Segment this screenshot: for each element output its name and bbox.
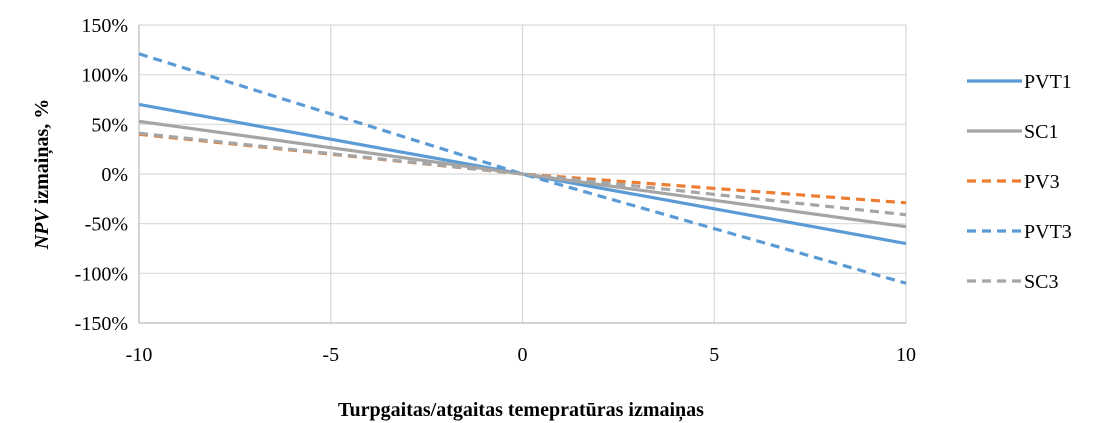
- series-line-sc1: [138, 119, 907, 229]
- grid: [138, 24, 907, 324]
- y-axis-title-rest: izmaiņas, %: [31, 99, 54, 210]
- legend-label-sc1: SC1: [1024, 121, 1058, 143]
- legend-label-pvt3: PVT3: [1024, 221, 1072, 243]
- y-axis-title-italic: NPV: [31, 208, 53, 251]
- y-tick-label: 150%: [81, 15, 128, 37]
- y-tick-label: 50%: [91, 114, 128, 136]
- x-tick-label: 5: [709, 344, 719, 366]
- tick-labels: -150% -100% -50% 0% 50% 100% 150% -10 -5 0 5 10: [75, 15, 916, 366]
- y-tick-label: -50%: [85, 214, 128, 236]
- legend-label-sc3: SC3: [1024, 271, 1058, 293]
- y-tick-label: -100%: [75, 263, 128, 285]
- series-lines: [138, 52, 907, 285]
- legend-label-pv3: PV3: [1024, 171, 1060, 193]
- legend: PVT1 SC1 PV3 PVT3 SC3: [967, 71, 1072, 293]
- x-tick-label: 0: [518, 344, 528, 366]
- series-line-pvt3: [138, 52, 907, 285]
- x-tick-label: 10: [896, 344, 916, 366]
- y-axis-title: NPV izmaiņas, %: [31, 99, 54, 251]
- x-axis-title: Turpgaitas/atgaitas temepratūras izmaiņa…: [338, 399, 704, 422]
- legend-label-pvt1: PVT1: [1024, 71, 1072, 93]
- x-tick-label: -5: [322, 344, 339, 366]
- series-line-sc3: [138, 131, 907, 217]
- y-tick-label: 0%: [101, 164, 128, 186]
- y-tick-label: -150%: [75, 313, 128, 335]
- y-tick-label: 100%: [81, 65, 128, 87]
- axes: [138, 25, 906, 324]
- x-tick-label: -10: [126, 344, 153, 366]
